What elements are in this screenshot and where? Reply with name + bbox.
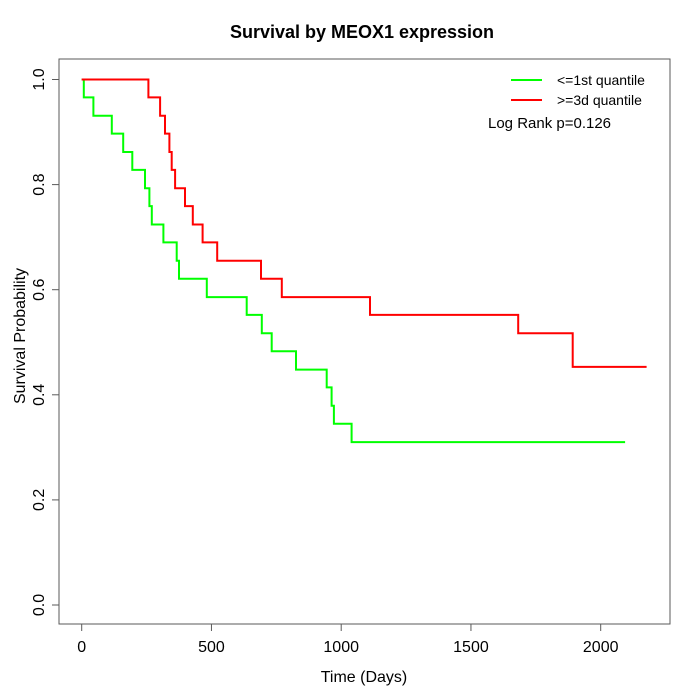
y-tick-label: 0.4 [31, 384, 48, 406]
km-curve-first-quantile [81, 78, 626, 444]
x-tick-label: 1500 [453, 639, 489, 656]
y-axis-label: Survival Probability [12, 268, 29, 404]
chart-title: Survival by MEOX1 expression [230, 22, 494, 42]
log-rank-note: Log Rank p=0.126 [488, 115, 611, 132]
legend-label-third-quantile: >=3d quantile [557, 92, 642, 108]
plot-box [58, 58, 671, 625]
x-tick-label: 500 [198, 639, 225, 656]
y-tick-label: 0.2 [31, 489, 48, 511]
survival-curves [81, 78, 647, 444]
y-tick-label: 0.6 [31, 278, 48, 300]
y-tick-label: 1.0 [31, 68, 48, 90]
x-tick-label: 2000 [583, 639, 619, 656]
x-tick-label: 0 [77, 639, 86, 656]
y-tick-label: 0.8 [31, 173, 48, 195]
y-axis-ticks: 0.0 0.2 0.4 0.6 0.8 1.0 [31, 68, 59, 616]
x-axis-ticks: 0 500 1000 1500 2000 [77, 624, 619, 656]
legend: <=1st quantile >=3d quantile Log Rank p=… [488, 72, 645, 132]
km-curve-third-quantile [81, 78, 647, 368]
x-tick-label: 1000 [323, 639, 359, 656]
legend-label-first-quantile: <=1st quantile [557, 72, 645, 88]
y-tick-label: 0.0 [31, 594, 48, 616]
x-axis-label: Time (Days) [321, 669, 408, 686]
